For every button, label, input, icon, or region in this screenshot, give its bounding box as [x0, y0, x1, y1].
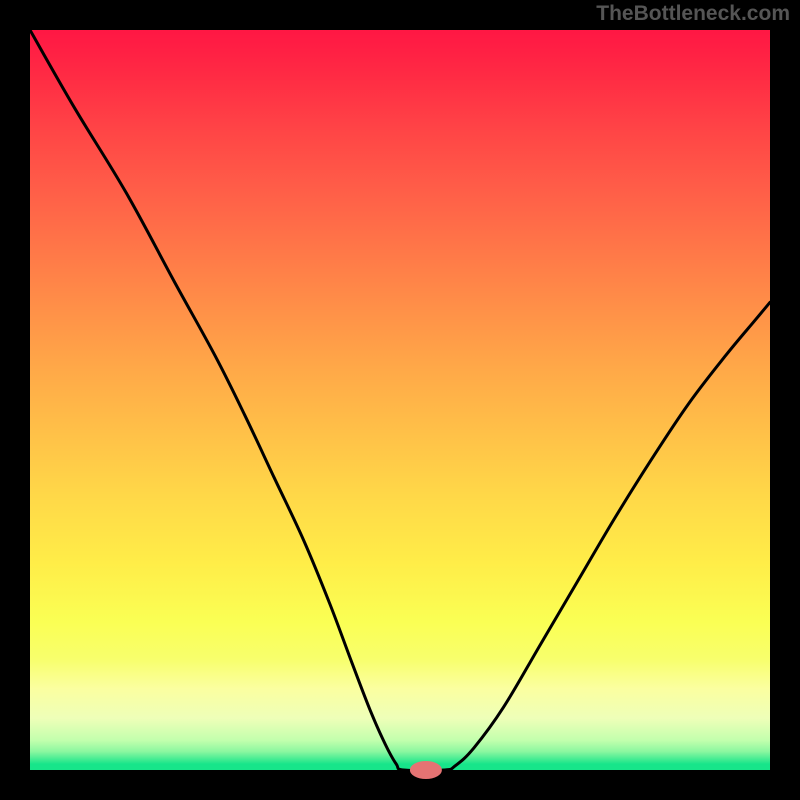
gradient-background	[30, 30, 770, 770]
bottleneck-chart-svg	[0, 0, 800, 800]
chart-stage: TheBottleneck.com	[0, 0, 800, 800]
watermark-text: TheBottleneck.com	[596, 2, 790, 26]
minimum-marker	[410, 761, 442, 779]
